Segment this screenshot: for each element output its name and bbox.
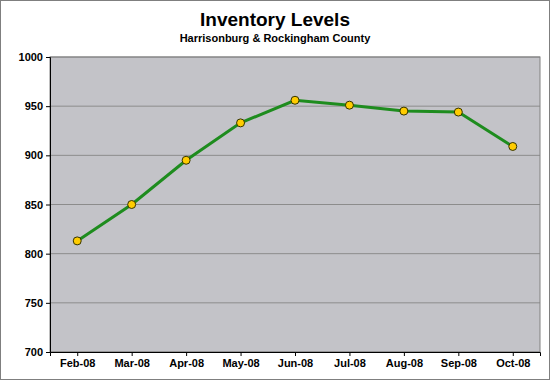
y-tick-label: 900 (25, 149, 43, 161)
y-tick: 900 (25, 149, 50, 161)
y-tick: 1000 (19, 51, 50, 63)
marker (509, 142, 517, 150)
x-tick-mark (77, 352, 78, 356)
series (73, 96, 517, 245)
y-tick: 950 (25, 100, 50, 112)
y-tick-mark (46, 155, 50, 156)
y-tick-label: 1000 (19, 51, 43, 63)
x-tick: Sep-08 (441, 352, 477, 369)
page-frame (1, 1, 550, 380)
x-tick-label: Jul-08 (334, 357, 366, 369)
y-axis-line (46, 58, 51, 353)
x-tick-mark (404, 352, 405, 356)
x-tick: Jul-08 (334, 352, 366, 369)
marker (73, 237, 81, 245)
grid-line (50, 106, 540, 107)
line (77, 100, 513, 241)
x-tick-mark (513, 352, 514, 356)
x-tick-label: Apr-08 (169, 357, 204, 369)
x-tick: Oct-08 (496, 352, 530, 369)
y-tick: 700 (25, 346, 50, 358)
y-tick-label: 750 (25, 297, 43, 309)
y-tick-mark (46, 254, 50, 255)
marker (345, 101, 353, 109)
marker (400, 107, 408, 115)
x-tick-mark (186, 352, 187, 356)
x-tick: Mar-08 (114, 352, 149, 369)
x-tick: May-08 (222, 352, 259, 369)
y-tick-mark (46, 57, 50, 58)
grid-line (50, 253, 540, 254)
chart: Inventory Levels Harrisonburg & Rockingha… (0, 0, 550, 380)
y-tick: 850 (25, 199, 50, 211)
plot-background (50, 57, 540, 352)
x-tick: Jun-08 (278, 352, 313, 369)
x-tick-label: Aug-08 (386, 357, 423, 369)
grid (50, 57, 540, 352)
x-tick-mark (349, 352, 350, 356)
grid-line (50, 302, 540, 303)
marker (237, 119, 245, 127)
y-tick-label: 950 (25, 100, 43, 112)
x-tick-label: Feb-08 (60, 357, 95, 369)
x-tick-label: Mar-08 (114, 357, 149, 369)
y-tick-mark (46, 106, 50, 107)
y-tick-label: 800 (25, 248, 43, 260)
x-tick-mark (458, 352, 459, 356)
y-tick: 750 (25, 297, 50, 309)
x-tick: Feb-08 (60, 352, 95, 369)
plot: 700 750 800 850 900 950 1000 Feb-08 Mar-08 Apr-08… (19, 51, 541, 369)
x-tick-label: Oct-08 (496, 357, 530, 369)
marker (291, 96, 299, 104)
x-tick-label: Jun-08 (278, 357, 313, 369)
x-tick-label: Sep-08 (441, 357, 477, 369)
marker (454, 108, 462, 116)
x-tick-label: May-08 (222, 357, 259, 369)
x-tick-mark (295, 352, 296, 356)
y-tick-mark (46, 303, 50, 304)
grid-line (50, 155, 540, 156)
x-tick: Apr-08 (169, 352, 204, 369)
subtitle: Harrisonburg & Rockingham County (180, 32, 372, 44)
x-axis: Feb-08 Mar-08 Apr-08 May-08 Jun-08 Jul-08 Aug-… (51, 352, 541, 369)
y-tick-label: 700 (25, 346, 43, 358)
grid-line (50, 204, 540, 205)
y-tick-label: 850 (25, 199, 43, 211)
x-axis-line (51, 353, 541, 357)
x-tick-mark (132, 352, 133, 356)
x-tick-mark (241, 352, 242, 356)
y-tick-mark (46, 352, 50, 353)
y-tick-mark (46, 205, 50, 206)
x-tick: Aug-08 (386, 352, 423, 369)
title: Inventory Levels (200, 9, 350, 30)
marker (182, 156, 190, 164)
y-axis: 700 750 800 850 900 950 1000 (19, 51, 51, 358)
y-tick: 800 (25, 248, 50, 260)
marker (128, 201, 136, 209)
plot-frame (50, 57, 540, 352)
